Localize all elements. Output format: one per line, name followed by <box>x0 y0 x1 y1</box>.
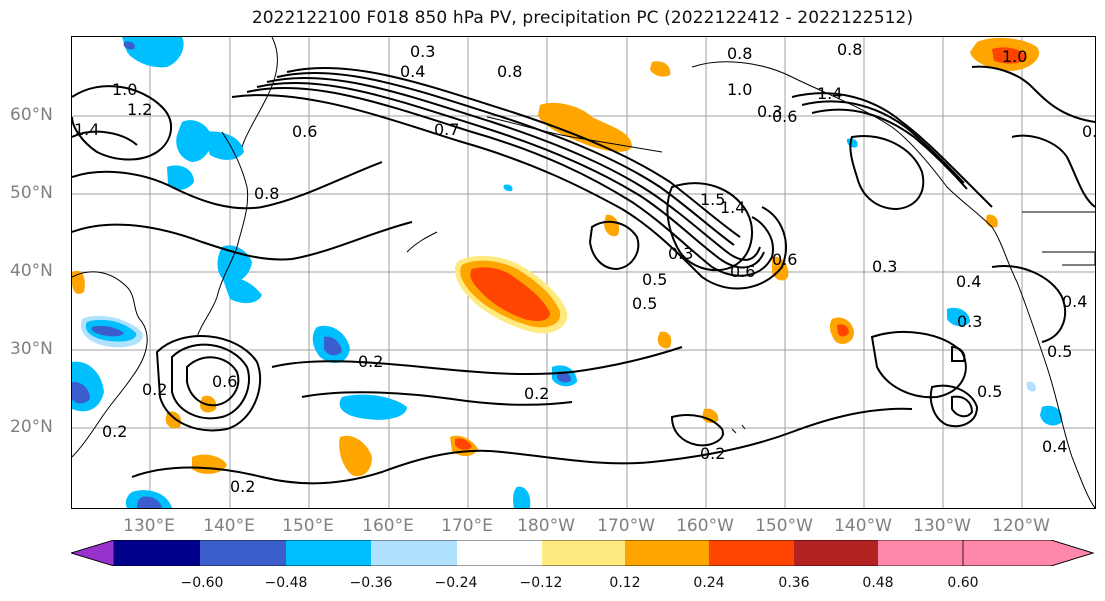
lat-label: 60°N <box>10 105 53 125</box>
contour-label: 0.2 <box>142 380 167 399</box>
contour-label: 1.4 <box>74 120 99 139</box>
contour-label: 1.0 <box>112 80 137 99</box>
colorbar-segment <box>542 540 625 566</box>
contour-label: 0.2 <box>230 477 255 496</box>
contour-label: 1.4 <box>817 84 842 103</box>
colorbar-tick: 0.60 <box>947 575 979 591</box>
contour-label: 0.5 <box>977 382 1002 401</box>
contour-label: 1.5 <box>700 190 725 209</box>
lon-label: 130°W <box>913 516 971 536</box>
contour-label: 0.6 <box>772 250 797 269</box>
map-svg: 0.3 0.4 0.8 1.0 1.2 1.4 0.6 0.7 0.8 1.0 … <box>72 37 1095 508</box>
colorbar-tick: −0.36 <box>349 575 393 591</box>
colorbar-tick: 0.12 <box>609 575 641 591</box>
contour-label: 1.4 <box>720 198 745 217</box>
contour-label: 0.2 <box>700 444 725 463</box>
colorbar-tick: 0.36 <box>778 575 810 591</box>
lon-label: 170°E <box>441 516 493 536</box>
contour-label: 0.4 <box>1062 292 1087 311</box>
map-panel: 0.3 0.4 0.8 1.0 1.2 1.4 0.6 0.7 0.8 1.0 … <box>71 36 1096 509</box>
precip-shading <box>72 37 1063 508</box>
contour-label: 0.7 <box>434 120 459 139</box>
colorbar-segment <box>878 540 963 566</box>
contour-label: 0.8 <box>497 62 522 81</box>
colorbar-segment <box>71 540 115 566</box>
chart-title: 2022122100 F018 850 hPa PV, precipitatio… <box>251 8 914 28</box>
lon-label: 150°E <box>282 516 334 536</box>
contour-label: 0.8 <box>727 44 752 63</box>
colorbar-tick: −0.24 <box>434 575 478 591</box>
lon-label: 150°W <box>755 516 813 536</box>
lon-label: 120°W <box>992 516 1050 536</box>
colorbar-segment <box>962 540 1095 566</box>
contour-label: 0.4 <box>956 272 981 291</box>
lon-label: 170°W <box>597 516 655 536</box>
coastlines <box>72 37 1095 508</box>
lon-label: 180°W <box>517 516 575 536</box>
contour-label: 0.6 <box>212 372 237 391</box>
lat-label: 40°N <box>10 261 53 281</box>
contour-label: 1.2 <box>127 100 152 119</box>
contour-label: 0.8 <box>837 40 862 59</box>
colorbar-segment <box>709 540 794 566</box>
lat-label: 30°N <box>10 339 53 359</box>
colorbar-tick: −0.12 <box>519 575 563 591</box>
contour-label: 0.4 <box>400 62 425 81</box>
contour-label: 0.3 <box>872 257 897 276</box>
lon-label: 160°W <box>676 516 734 536</box>
colorbar-segment <box>200 540 286 566</box>
colorbar-segment <box>286 540 371 566</box>
contour-label: 0.3 <box>668 244 693 263</box>
contour-label: 0.2 <box>524 384 549 403</box>
contour-label: 0.5 <box>642 270 667 289</box>
contour-label: 0.4 <box>1042 437 1067 456</box>
contour-label: 1.0 <box>1002 47 1027 66</box>
lon-label: 130°E <box>123 516 175 536</box>
lat-label: 50°N <box>10 183 53 203</box>
contour-label: 0.2 <box>102 422 127 441</box>
colorbar-segment <box>371 540 457 566</box>
lon-label: 140°E <box>203 516 255 536</box>
lat-label: 20°N <box>10 417 53 437</box>
contour-label: 0.5 <box>1047 342 1072 361</box>
contour-labels: 0.3 0.4 0.8 1.0 1.2 1.4 0.6 0.7 0.8 1.0 … <box>74 40 1095 496</box>
contour-label: 0.4 <box>1082 122 1095 141</box>
colorbar-tick: −0.48 <box>264 575 308 591</box>
colorbar-tick: 0.48 <box>862 575 894 591</box>
contour-label: 0.6 <box>292 122 317 141</box>
contour-label: 0.6 <box>730 262 755 281</box>
contour-label: 0.3 <box>757 102 782 121</box>
contour-label: 0.3 <box>957 312 982 331</box>
contour-label: 0.6 <box>772 107 797 126</box>
contour-label: 1.0 <box>727 80 752 99</box>
contour-label: 0.5 <box>632 294 657 313</box>
colorbar-segment <box>625 540 709 566</box>
colorbar-tick: 0.24 <box>693 575 725 591</box>
colorbar-segment <box>457 540 542 566</box>
pv-contours <box>72 65 1095 485</box>
contour-label: 0.2 <box>358 352 383 371</box>
lon-label: 160°E <box>362 516 414 536</box>
contour-label: 0.8 <box>254 184 279 203</box>
colorbar-segment <box>114 540 200 566</box>
contour-label: 0.3 <box>410 42 435 61</box>
colorbar-tick: −0.60 <box>180 575 224 591</box>
colorbar <box>71 540 1095 566</box>
lon-label: 140°W <box>834 516 892 536</box>
colorbar-segment <box>794 540 878 566</box>
